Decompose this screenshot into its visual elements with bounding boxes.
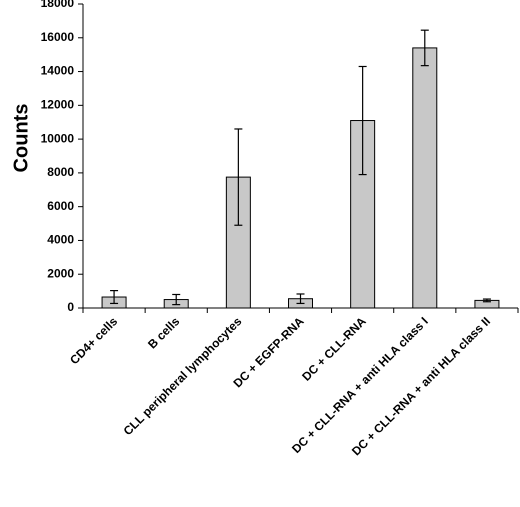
error-bar	[172, 293, 181, 306]
y-tick-label: 14000	[41, 64, 75, 78]
error-bar	[358, 65, 367, 176]
y-tick-label: 0	[67, 300, 74, 314]
category-label: DC + CLL-RNA + anti HLA class I	[289, 314, 431, 456]
error-bar	[482, 298, 491, 303]
category-label: DC + CLL-RNA + anti HLA class II	[349, 314, 493, 458]
error-bar	[296, 293, 305, 305]
y-tick-label: 2000	[47, 266, 74, 280]
y-axis: 0 2000 4000 6000 8000 10000 12000 14000 16000 180…	[41, 0, 84, 314]
category-label: CD4+ cells	[67, 314, 120, 367]
error-bar-series	[110, 29, 491, 306]
y-tick-label: 18000	[41, 0, 75, 10]
category-label: CLL peripheral lymphocytes	[121, 314, 245, 438]
y-axis-label: Counts	[10, 104, 32, 173]
y-tick-label: 10000	[41, 131, 75, 145]
x-axis	[82, 307, 519, 313]
y-tick-label: 8000	[47, 165, 74, 179]
y-tick-label: 4000	[47, 233, 74, 247]
y-tick-group: 0 2000 4000 6000 8000 10000 12000 14000 16000 180…	[41, 0, 83, 314]
error-bar	[420, 29, 429, 67]
y-tick-label: 16000	[41, 30, 75, 44]
bar	[412, 47, 438, 309]
y-tick-label: 6000	[47, 199, 74, 213]
error-bar	[110, 290, 119, 305]
x-tick-group	[82, 308, 519, 313]
category-label: DC + CLL-RNA	[299, 314, 369, 384]
bar-series	[101, 47, 500, 309]
y-tick-label: 12000	[41, 98, 75, 112]
error-bar	[234, 128, 243, 226]
category-label: B cells	[145, 314, 182, 351]
